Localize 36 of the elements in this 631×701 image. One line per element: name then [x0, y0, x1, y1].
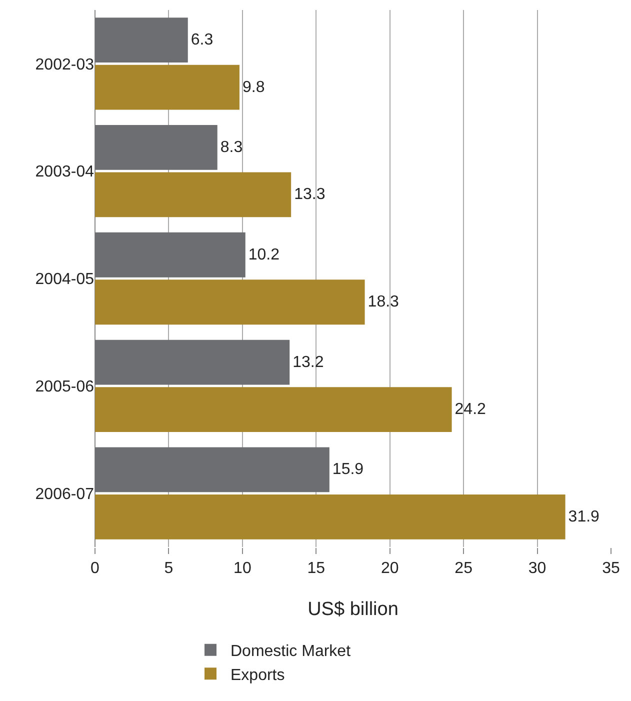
legend-label: Exports: [230, 666, 285, 684]
bar: [95, 172, 292, 218]
bar: [95, 18, 188, 63]
bar: [95, 447, 330, 492]
data-label: 18.3: [368, 294, 400, 311]
bar: [95, 494, 566, 540]
bar: [95, 280, 365, 325]
y-tick-label: 2004-05: [35, 271, 94, 288]
bar: [95, 340, 290, 385]
data-label: 8.3: [220, 138, 243, 156]
bar: [95, 232, 246, 278]
data-label: 24.2: [454, 401, 486, 418]
bar: [95, 64, 240, 110]
y-tick-label: 2005-06: [35, 378, 94, 396]
x-tick-label: 35: [602, 560, 620, 578]
data-label: 31.9: [568, 508, 600, 526]
data-label: 10.2: [248, 246, 280, 264]
y-tick-label: 2002-03: [35, 56, 94, 74]
y-tick-label: 2006-07: [35, 486, 94, 503]
data-label: 13.3: [294, 186, 326, 204]
data-label: 9.8: [242, 78, 265, 96]
x-tick-label: 20: [380, 560, 399, 578]
y-tick-label: 2003-04: [35, 164, 94, 181]
x-tick-label: 5: [164, 560, 174, 578]
x-tick-label: 25: [454, 560, 473, 578]
bar: [95, 387, 452, 432]
x-tick-label: 0: [90, 560, 100, 578]
data-label: 13.2: [292, 354, 324, 371]
x-axis-title: US$ billion: [308, 599, 398, 620]
x-tick-label: 30: [528, 560, 546, 578]
x-tick-label: 15: [307, 560, 326, 578]
x-tick-label: 10: [234, 560, 252, 578]
data-label: 6.3: [190, 32, 214, 49]
bar: [95, 125, 218, 170]
data-label: 15.9: [332, 461, 364, 478]
legend-label: Domestic Market: [230, 643, 352, 660]
